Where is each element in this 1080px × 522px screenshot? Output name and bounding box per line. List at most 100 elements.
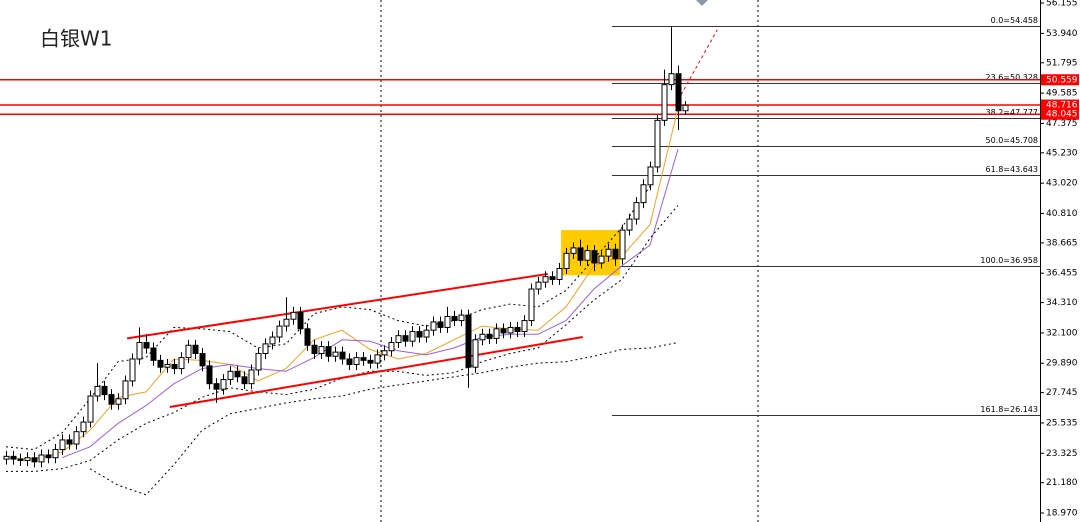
candle-body bbox=[633, 202, 640, 220]
price-label-box bbox=[1041, 99, 1079, 111]
y-tick-label: 18.970 bbox=[1046, 509, 1078, 519]
candle-body bbox=[563, 252, 570, 269]
candle-body bbox=[262, 343, 269, 354]
candle-body bbox=[325, 346, 332, 357]
fib-label: 50.0=45.708 bbox=[985, 136, 1038, 145]
y-tick-label: 29.890 bbox=[1046, 359, 1078, 369]
candle-body bbox=[675, 73, 682, 112]
candle-body bbox=[199, 352, 206, 367]
y-tick-label: 49.585 bbox=[1046, 89, 1078, 99]
candle-body bbox=[507, 326, 514, 334]
candle-body bbox=[192, 344, 199, 354]
candle-body bbox=[143, 342, 150, 349]
candle-body bbox=[38, 454, 45, 463]
candle-body bbox=[178, 357, 185, 370]
y-tick-label: 36.455 bbox=[1046, 269, 1078, 279]
candle-body bbox=[465, 314, 472, 368]
candle-body bbox=[115, 398, 122, 405]
candle-body bbox=[605, 248, 612, 257]
y-tick-label: 32.100 bbox=[1046, 328, 1078, 338]
candle-body bbox=[584, 250, 591, 261]
candle-body bbox=[458, 314, 465, 322]
candle-body bbox=[374, 354, 381, 364]
candle-body bbox=[500, 328, 507, 334]
candle-body bbox=[346, 358, 353, 365]
candle-body bbox=[52, 449, 59, 459]
candle-body bbox=[472, 339, 479, 368]
price-label: 50.559 bbox=[1046, 75, 1078, 85]
candle-body bbox=[185, 344, 192, 359]
candle-body bbox=[514, 326, 521, 333]
candle-body bbox=[388, 342, 395, 352]
candle-body bbox=[241, 376, 248, 385]
candle-body bbox=[479, 333, 486, 341]
candle-body bbox=[150, 347, 157, 361]
candle-body bbox=[528, 288, 535, 322]
candle-body bbox=[423, 329, 430, 338]
candle-body bbox=[94, 385, 101, 397]
y-tick-label: 56.155 bbox=[1046, 0, 1078, 9]
y-tick-label: 40.810 bbox=[1046, 209, 1078, 219]
y-tick-label: 47.375 bbox=[1046, 119, 1078, 129]
fib-label: 0.0=54.458 bbox=[991, 16, 1038, 25]
candle-body bbox=[269, 336, 276, 345]
candle-body bbox=[570, 247, 577, 254]
marker bbox=[696, 0, 708, 6]
trend-line bbox=[674, 29, 718, 106]
indicator-line bbox=[89, 342, 679, 496]
candle-body bbox=[73, 431, 80, 445]
candle-body bbox=[521, 320, 528, 333]
fib-label: 38.2=47.777 bbox=[985, 108, 1038, 117]
candle-body bbox=[577, 247, 584, 261]
candle-body bbox=[17, 458, 24, 461]
candle-body bbox=[493, 328, 500, 339]
candle-body bbox=[304, 328, 311, 346]
price-label-box bbox=[1041, 74, 1079, 86]
fib-label: 161.8=26.143 bbox=[980, 405, 1038, 414]
candle-body bbox=[248, 369, 255, 385]
candle-body bbox=[486, 333, 493, 339]
candle-body bbox=[661, 84, 668, 121]
chart-title: 白银W1 bbox=[40, 27, 113, 51]
candle-body bbox=[297, 311, 304, 330]
indicator-line bbox=[5, 185, 651, 451]
fib-label: 61.8=43.643 bbox=[985, 165, 1038, 174]
candle-body bbox=[682, 104, 689, 112]
candle-body bbox=[430, 321, 437, 331]
trend-line bbox=[169, 336, 583, 408]
y-tick-label: 23.325 bbox=[1046, 449, 1078, 459]
candle-body bbox=[402, 335, 409, 342]
price-label-box bbox=[1041, 108, 1079, 120]
candle-body bbox=[66, 439, 73, 445]
y-tick-label: 45.230 bbox=[1046, 148, 1078, 158]
candle-body bbox=[654, 119, 661, 168]
candle-body bbox=[444, 315, 451, 328]
candle-body bbox=[129, 358, 136, 382]
candle-body bbox=[549, 276, 556, 280]
candle-body bbox=[451, 315, 458, 322]
candle-body bbox=[87, 395, 94, 423]
candle-body bbox=[80, 421, 87, 433]
candle-body bbox=[59, 439, 66, 451]
candle-body bbox=[612, 248, 619, 260]
indicator-line bbox=[6, 205, 679, 472]
candle-body bbox=[206, 365, 213, 385]
candle-body bbox=[311, 344, 318, 354]
candle-body bbox=[437, 321, 444, 328]
y-tick-label: 51.795 bbox=[1046, 58, 1078, 68]
price-label: 48.045 bbox=[1046, 110, 1078, 120]
trend-line bbox=[126, 272, 548, 340]
candle-body bbox=[290, 311, 297, 320]
candle-body bbox=[122, 380, 129, 400]
candle-body bbox=[668, 73, 675, 86]
candle-body bbox=[619, 229, 626, 260]
candle-body bbox=[318, 346, 325, 354]
y-tick-label: 34.310 bbox=[1046, 298, 1078, 308]
candle-body bbox=[591, 250, 598, 264]
candle-body bbox=[10, 455, 17, 460]
candle-body bbox=[213, 383, 220, 390]
candle-body bbox=[108, 394, 115, 405]
candle-body bbox=[409, 331, 416, 342]
